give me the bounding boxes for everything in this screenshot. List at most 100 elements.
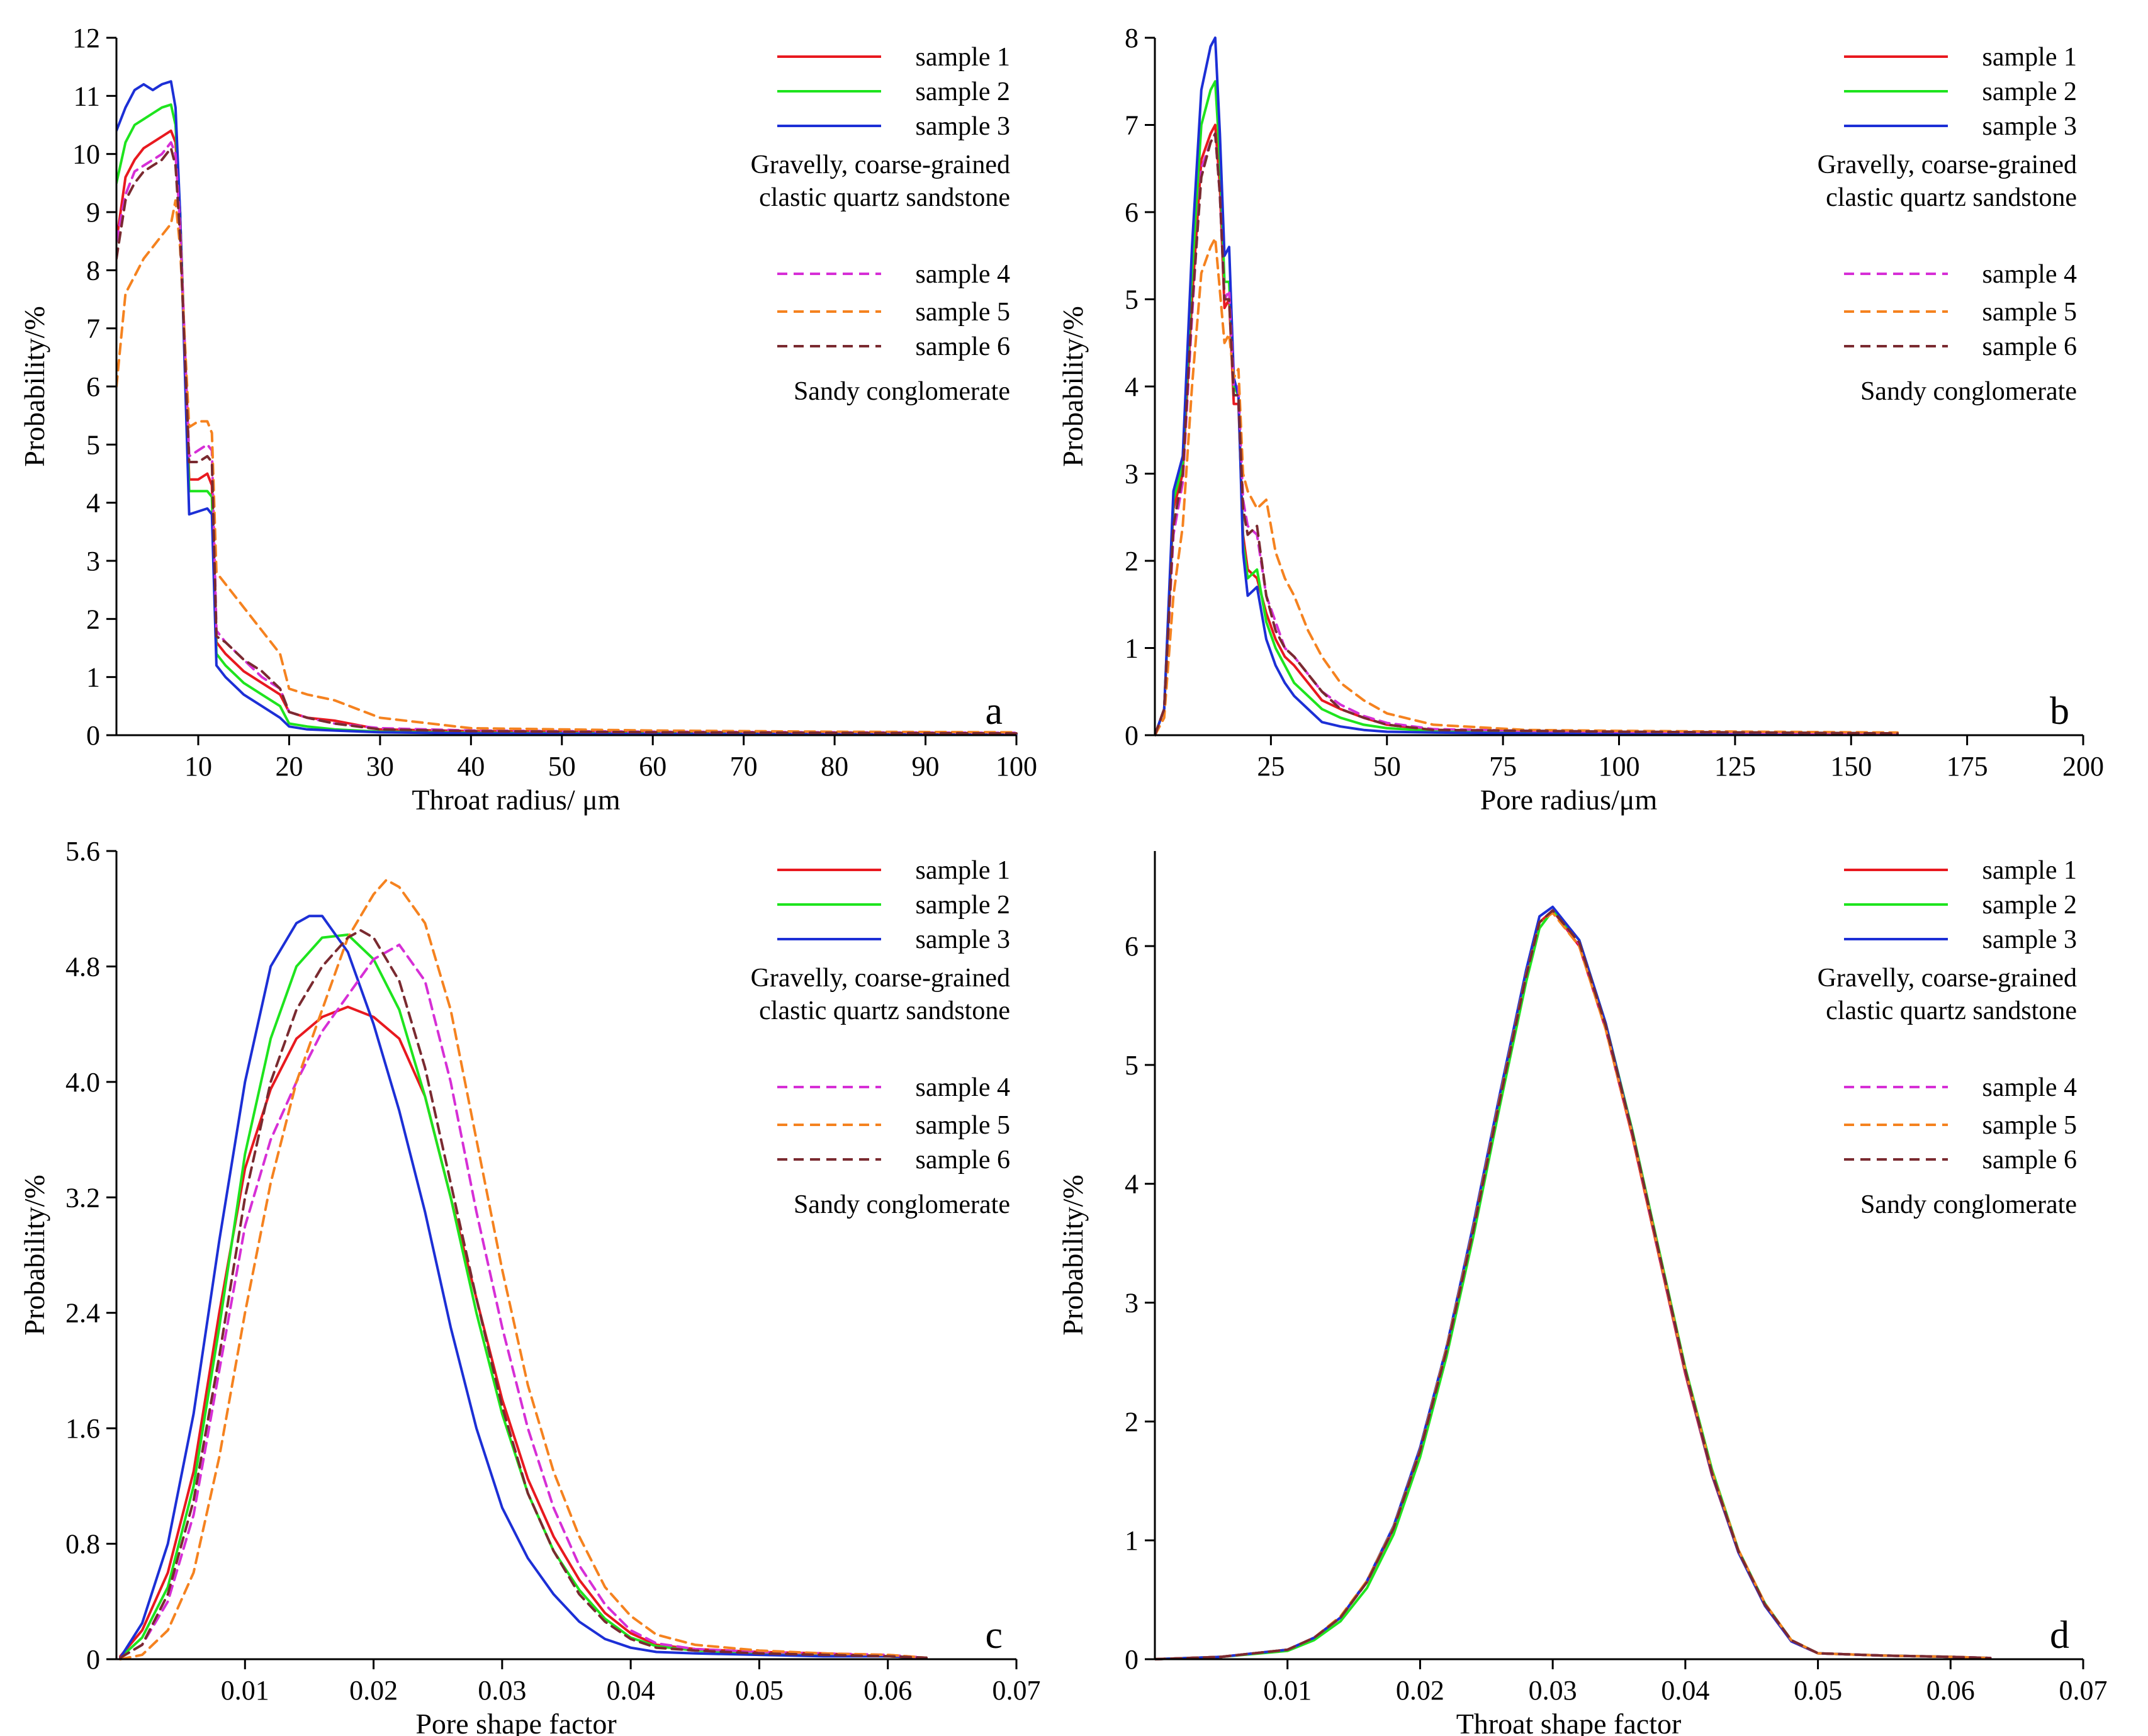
y-tick-label: 3.2 <box>65 1182 100 1213</box>
series-line-sample-6 <box>1155 132 1899 736</box>
x-tick-label: 50 <box>548 751 576 782</box>
legend-entry-label: sample 5 <box>916 1111 1010 1140</box>
legend-entry-label: sample 6 <box>916 1146 1010 1175</box>
y-tick-label: 2 <box>86 604 100 634</box>
y-tick-label: 12 <box>72 23 100 54</box>
x-tick-label: 0.03 <box>1529 1675 1577 1706</box>
panel-letter: c <box>985 1614 1003 1657</box>
series-line-sample-4 <box>116 141 1018 735</box>
y-tick-label: 7 <box>1125 110 1139 141</box>
y-tick-label: 4 <box>1125 1169 1139 1200</box>
legend-entry-label: sample 3 <box>916 112 1010 141</box>
x-tick-label: 125 <box>1714 751 1756 782</box>
y-tick-label: 3 <box>1125 459 1139 490</box>
series-line-sample-4 <box>119 944 928 1659</box>
y-tick-label: 5 <box>86 429 100 460</box>
x-tick-label: 100 <box>1599 751 1640 782</box>
y-axis-label: Probability/% <box>1057 1175 1089 1336</box>
series-group <box>116 80 1018 736</box>
y-tick-label: 3 <box>86 546 100 577</box>
legend-group-caption: Sandy conglomerate <box>794 1190 1010 1219</box>
y-tick-label: 11 <box>74 81 100 111</box>
series-line-sample-5 <box>119 878 928 1660</box>
x-tick-label: 75 <box>1489 751 1517 782</box>
x-tick-label: 10 <box>184 751 212 782</box>
series-line-sample-6 <box>116 147 1018 735</box>
y-tick-label: 5.6 <box>65 836 100 867</box>
y-tick-label: 0 <box>86 720 100 751</box>
y-tick-label: 5 <box>1125 285 1139 315</box>
x-tick-label: 0.02 <box>1396 1675 1444 1706</box>
legend-group-caption: Gravelly, coarse-grained <box>751 964 1010 993</box>
y-tick-label: 2 <box>1125 546 1139 577</box>
chart-panel-a: 10 20 30 40 50 60 70 80 90 1000123456789101112Thr… <box>18 23 1037 816</box>
y-axis-label: Probability/% <box>1057 306 1089 467</box>
legend-entry-label: sample 1 <box>1982 856 2077 885</box>
series-group <box>1155 905 1992 1660</box>
legend-entry-label: sample 4 <box>916 1073 1010 1102</box>
x-tick-label: 90 <box>912 751 940 782</box>
y-tick-label: 6 <box>86 371 100 402</box>
y-tick-label: 6 <box>1125 931 1139 962</box>
x-tick-label: 40 <box>457 751 485 782</box>
legend-group-caption: Gravelly, coarse-grained <box>751 150 1010 179</box>
x-tick-label: 0.02 <box>349 1675 398 1706</box>
legend-entry-label: sample 6 <box>1982 332 2077 361</box>
y-tick-label: 0 <box>86 1644 100 1675</box>
legend-entry-label: sample 3 <box>1982 925 2077 954</box>
y-tick-label: 0.8 <box>65 1529 100 1560</box>
series-line-sample-5 <box>1155 237 1899 736</box>
y-tick-label: 4 <box>86 488 100 519</box>
legend-entry-label: sample 6 <box>1982 1146 2077 1175</box>
y-axis-label: Probability/% <box>18 1175 50 1336</box>
y-tick-label: 4 <box>1125 371 1139 402</box>
y-tick-label: 8 <box>1125 23 1139 54</box>
y-axis-label: Probability/% <box>18 306 50 467</box>
x-tick-label: 0.07 <box>2059 1675 2108 1706</box>
series-line-sample-6 <box>119 929 928 1659</box>
x-tick-label: 200 <box>2062 751 2104 782</box>
legend-entry-label: sample 1 <box>916 856 1010 885</box>
y-tick-label: 2 <box>1125 1406 1139 1437</box>
legend-group-caption: Sandy conglomerate <box>1860 377 2077 406</box>
legend-entry-label: sample 1 <box>916 43 1010 72</box>
legend-group-caption: clastic quartz sandstone <box>759 183 1010 212</box>
y-tick-label: 1 <box>86 662 100 693</box>
y-tick-label: 7 <box>86 313 100 344</box>
x-tick-label: 25 <box>1257 751 1285 782</box>
y-tick-label: 10 <box>72 139 100 170</box>
legend-entry-label: sample 5 <box>1982 298 2077 327</box>
x-tick-label: 70 <box>730 751 758 782</box>
legend: sample 1 sample 2 sample 3 Gravelly, coarse… <box>751 43 1010 406</box>
x-tick-label: 20 <box>275 751 303 782</box>
x-tick-label: 80 <box>821 751 848 782</box>
y-tick-label: 3 <box>1125 1288 1139 1319</box>
y-tick-label: 1 <box>1125 1525 1139 1556</box>
y-tick-label: 6 <box>1125 197 1139 228</box>
chart-panel-b: 25 50 75 100 125 150 175 200 0 1 2 3 4 5 6 7 8 Pore radiu… <box>1057 23 2104 816</box>
legend-group-caption: Gravelly, coarse-grained <box>1818 964 2077 993</box>
legend-group-caption: clastic quartz sandstone <box>759 996 1010 1025</box>
x-tick-label: 150 <box>1830 751 1872 782</box>
legend-entry-label: sample 3 <box>916 925 1010 954</box>
x-tick-label: 0.07 <box>992 1675 1041 1706</box>
series-line-sample-3 <box>1155 37 1899 736</box>
series-line-sample-4 <box>1155 132 1899 736</box>
legend-entry-label: sample 5 <box>916 298 1010 327</box>
x-tick-label: 0.06 <box>1926 1675 1975 1706</box>
panel-letter: b <box>2050 690 2069 733</box>
series-line-sample-1 <box>116 129 1018 735</box>
x-tick-label: 100 <box>996 751 1037 782</box>
legend-entry-label: sample 2 <box>1982 77 2077 106</box>
legend-entry-label: sample 4 <box>1982 260 2077 289</box>
chart-panel-d: 0.01 0.02 0.03 0.04 0.05 0.06 0.07 0 1 2 3 4 5 6 Throa… <box>1057 851 2108 1736</box>
y-tick-label: 9 <box>86 197 100 228</box>
x-tick-label: 0.01 <box>1263 1675 1312 1706</box>
legend-entry-label: sample 4 <box>916 260 1010 289</box>
y-tick-label: 4.0 <box>65 1067 100 1098</box>
y-tick-label: 5 <box>1125 1050 1139 1081</box>
series-line-sample-6 <box>1155 909 1992 1660</box>
x-tick-label: 0.04 <box>1661 1675 1709 1706</box>
legend-entry-label: sample 2 <box>916 891 1010 920</box>
series-group <box>119 878 928 1660</box>
